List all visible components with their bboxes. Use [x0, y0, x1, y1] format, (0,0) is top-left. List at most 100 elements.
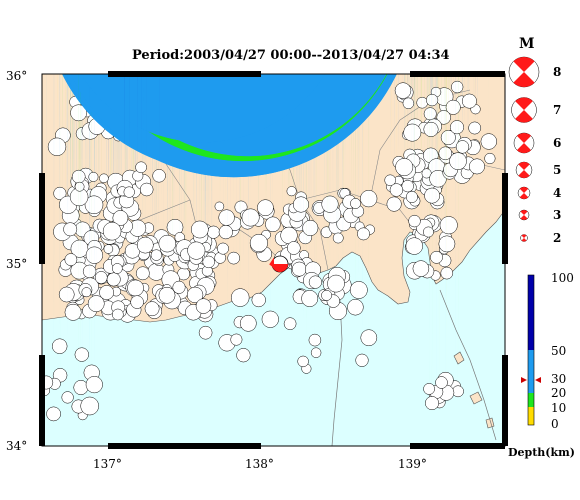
focal-mechanism	[511, 97, 537, 123]
focal-mechanism	[435, 74, 448, 389]
focal-mechanism	[439, 74, 458, 235]
focal-mechanism	[455, 74, 470, 154]
focal-mechanism	[468, 74, 482, 135]
magnitude-label: 7	[553, 103, 561, 117]
focal-mechanism	[386, 74, 402, 212]
focal-mechanism	[422, 74, 434, 238]
focal-mechanism	[424, 74, 440, 204]
focal-mechanism	[508, 56, 540, 88]
focal-mechanism	[425, 74, 439, 107]
focal-mechanism	[408, 74, 421, 228]
focal-mechanism	[450, 74, 464, 135]
focal-mechanism	[111, 74, 203, 274]
focal-mechanism	[63, 74, 175, 237]
depth-legend-title: Depth(km)	[508, 446, 575, 459]
lon-label: 137°	[93, 457, 122, 471]
focal-mechanism	[360, 74, 378, 208]
focal-mechanism	[440, 74, 456, 145]
earthquake-mechanisms	[42, 74, 497, 422]
focal-mechanism	[469, 74, 485, 175]
focal-mechanism	[405, 74, 423, 255]
focal-mechanism	[438, 74, 453, 161]
focal-mechanism	[195, 74, 212, 314]
depth-tick-label: 50	[551, 344, 566, 358]
focal-mechanism	[403, 74, 422, 142]
focal-mechanism	[518, 209, 530, 221]
focal-mechanism	[347, 74, 364, 316]
focal-mechanism	[520, 234, 528, 242]
magnitude-label: 8	[553, 65, 561, 79]
focal-mechanism	[394, 74, 412, 99]
magnitude-label: 3	[553, 208, 561, 222]
focal-mechanism	[484, 74, 496, 165]
lon-label: 138°	[245, 457, 274, 471]
focal-mechanism	[389, 74, 404, 197]
focal-mechanism	[261, 74, 279, 328]
focal-mechanism	[515, 161, 533, 179]
focal-mechanism	[251, 74, 266, 308]
frame-ticks	[39, 71, 508, 449]
focal-mechanism	[99, 74, 109, 184]
focal-mechanism	[283, 74, 297, 331]
focal-mechanism	[436, 74, 451, 125]
focal-mechanism	[152, 74, 166, 183]
focal-mechanism	[46, 74, 397, 422]
focal-mechanism	[355, 74, 369, 367]
focal-mechanism	[321, 74, 339, 213]
focal-mechanism	[112, 74, 129, 226]
lat-label: 36°	[6, 69, 27, 83]
focal-mechanism	[513, 132, 535, 154]
focal-mechanism	[292, 74, 310, 213]
focal-mechanism	[139, 74, 154, 197]
focal-mechanism	[58, 74, 265, 303]
focal-mechanism	[51, 74, 325, 354]
magnitude-label: 5	[553, 163, 561, 177]
focal-mechanism	[144, 74, 248, 317]
focal-mechanism	[217, 74, 229, 255]
focal-mechanism	[402, 74, 415, 110]
focal-mechanism	[132, 74, 144, 182]
focal-mechanism	[480, 74, 497, 150]
trench-line	[331, 299, 343, 446]
focal-mechanism	[135, 74, 147, 174]
focal-mechanism	[332, 74, 344, 244]
focal-mechanism	[423, 74, 439, 137]
focal-mechanism	[395, 74, 414, 177]
focal-mechanism	[249, 74, 268, 253]
focal-mechanism	[150, 74, 163, 261]
focal-mechanism	[310, 74, 322, 358]
trench-line	[439, 289, 497, 441]
focal-mechanism	[80, 74, 387, 416]
focal-mechanism	[102, 74, 122, 241]
magnitude-label: 6	[553, 136, 561, 150]
focal-mechanism	[451, 74, 464, 94]
focal-mechanism	[412, 74, 430, 277]
focal-mechanism	[350, 74, 361, 209]
focal-mechanism	[87, 74, 270, 312]
map-title: Period:2003/04/27 00:00--2013/04/27 04:3…	[132, 48, 450, 63]
depth-ticks: 100 50 30 20 10 0	[551, 271, 574, 431]
depth-tick-label: 0	[551, 417, 559, 431]
focal-mechanism	[85, 74, 197, 264]
focal-mechanism	[88, 74, 99, 182]
magnitude-label: 2	[553, 231, 561, 245]
focal-mechanism	[99, 74, 256, 300]
focal-mechanism	[440, 74, 454, 280]
focal-mechanism	[103, 74, 114, 254]
focal-mechanism	[445, 74, 461, 115]
island	[469, 391, 483, 405]
focal-mechanism	[265, 74, 281, 233]
focal-mechanism	[82, 74, 232, 279]
focal-mechanism	[47, 74, 67, 156]
magnitude-label: 4	[553, 186, 561, 200]
focal-mechanism	[349, 74, 368, 299]
lat-label: 34°	[6, 439, 27, 453]
focal-mechanism	[111, 74, 280, 321]
depth-colorbar	[527, 274, 535, 426]
focal-mechanism	[357, 74, 370, 241]
focal-mechanism	[461, 74, 477, 109]
depth-tick-label: 30	[551, 372, 566, 386]
magnitude-legend: 8 7 6 5 4 3 2	[508, 56, 561, 245]
focal-mechanism	[74, 74, 85, 192]
focal-mechanism	[64, 74, 223, 266]
